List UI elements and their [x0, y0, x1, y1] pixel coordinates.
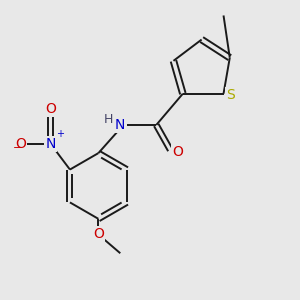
Text: O: O — [15, 137, 26, 151]
Text: O: O — [172, 145, 183, 159]
Text: N: N — [45, 137, 56, 151]
Text: H: H — [104, 113, 113, 126]
Text: N: N — [115, 118, 125, 132]
Text: +: + — [56, 130, 64, 140]
Text: S: S — [226, 88, 235, 102]
Text: O: O — [93, 227, 104, 242]
Text: −: − — [12, 142, 22, 153]
Text: O: O — [45, 102, 56, 116]
